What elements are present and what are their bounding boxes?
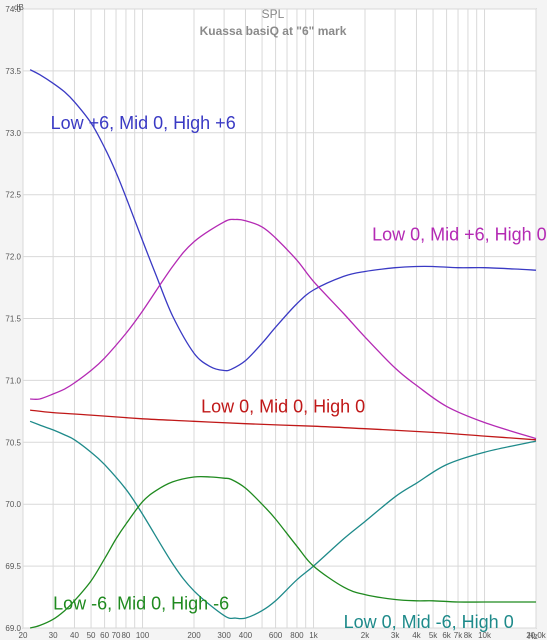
y-axis-ticks: 69.0 69.5 70.0 70.5 71.0 71.5 72.0 72.5 73.0 73.5…	[5, 5, 21, 633]
x-tick-label: 300	[217, 631, 231, 640]
y-tick-label: 69.0	[5, 624, 21, 633]
x-unit-label: Hz	[528, 632, 538, 640]
x-tick-label: 20	[19, 631, 28, 640]
series-line	[30, 218, 537, 440]
series-annotation: Low 0, Mid -6, High 0	[344, 612, 514, 632]
x-tick-label: 100	[136, 631, 150, 640]
y-tick-label: 74.0	[5, 5, 21, 14]
y-tick-label: 70.0	[5, 500, 21, 509]
y-tick-label: 72.5	[5, 191, 21, 200]
x-tick-label: 6k	[442, 631, 451, 640]
y-tick-label: 72.0	[5, 253, 21, 262]
x-tick-label: 50	[87, 631, 96, 640]
series-line	[29, 475, 536, 629]
series-line	[29, 69, 537, 372]
x-tick-label: 800	[290, 631, 304, 640]
x-tick-label: 7k	[454, 631, 463, 640]
series-annotations: Low +6, Mid 0, High +6 Low 0, Mid +6, Hig…	[51, 113, 547, 632]
x-tick-label: 5k	[429, 631, 438, 640]
series-annotation: Low 0, Mid +6, High 0	[372, 225, 547, 245]
chart-title: SPL	[262, 7, 285, 21]
x-tick-label: 400	[239, 631, 253, 640]
series-lines	[29, 69, 537, 629]
y-tick-label: 73.0	[5, 129, 21, 138]
x-tick-label: 40	[70, 631, 79, 640]
series-annotation: Low 0, Mid 0, High 0	[201, 397, 365, 417]
x-tick-label: 30	[49, 631, 58, 640]
x-axis-ticks: 20 30 40 50 60 70 80 100 200 300 400 600 800 1k 2k 3k 4k…	[19, 631, 547, 640]
x-tick-label: 200	[187, 631, 201, 640]
series-line	[29, 420, 537, 620]
x-tick-label: 600	[269, 631, 283, 640]
x-tick-label: 70	[112, 631, 121, 640]
x-tick-label: 2k	[361, 631, 370, 640]
x-tick-label: 10k	[478, 631, 492, 640]
y-tick-label: 71.5	[5, 315, 21, 324]
series-annotation: Low +6, Mid 0, High +6	[51, 113, 236, 133]
x-tick-label: 20.0k	[526, 631, 547, 640]
series-line	[30, 409, 537, 441]
x-tick-label: 4k	[412, 631, 421, 640]
y-tick-label: 73.5	[5, 67, 21, 76]
x-tick-label: 8k	[464, 631, 473, 640]
series-annotation: Low -6, Mid 0, High -6	[53, 593, 229, 613]
x-tick-label: 3k	[391, 631, 400, 640]
y-unit-label: dB	[14, 3, 24, 12]
y-tick-label: 71.0	[5, 376, 21, 385]
x-tick-label: 80	[121, 631, 130, 640]
y-tick-label: 70.5	[5, 438, 21, 447]
x-tick-label: 60	[100, 631, 109, 640]
y-tick-label: 69.5	[5, 562, 21, 571]
grid-lines	[22, 8, 537, 629]
x-tick-label: 1k	[309, 631, 318, 640]
chart-subtitle: Kuassa basiQ at "6" mark	[200, 24, 347, 38]
